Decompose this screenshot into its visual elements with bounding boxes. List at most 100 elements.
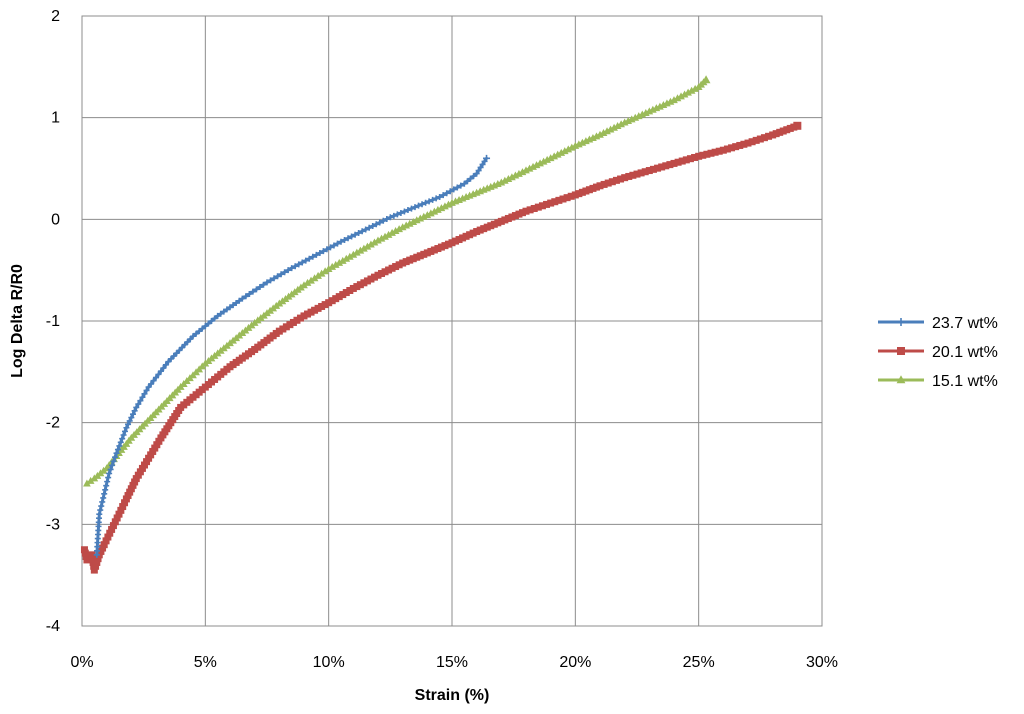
data-point <box>112 454 119 461</box>
data-point <box>476 226 484 234</box>
data-point <box>285 267 292 274</box>
data-point <box>302 257 309 264</box>
data-point <box>511 212 519 220</box>
data-point <box>466 231 474 239</box>
data-point <box>376 219 383 226</box>
data-point <box>335 258 344 266</box>
data-point <box>765 132 773 140</box>
data-point <box>355 229 362 236</box>
data-point <box>125 421 132 428</box>
data-point <box>401 208 408 215</box>
data-point <box>629 171 637 179</box>
data-point <box>275 327 283 335</box>
data-point <box>367 240 375 248</box>
data-point <box>385 266 393 274</box>
data-point <box>353 283 361 291</box>
data-point <box>462 232 470 240</box>
data-point <box>563 194 571 202</box>
data-point <box>100 541 108 549</box>
data-point <box>92 562 100 570</box>
data-point <box>108 525 116 533</box>
data-point <box>321 267 329 275</box>
data-point <box>220 308 227 315</box>
data-point <box>719 146 727 154</box>
x-tick-label: 15% <box>436 654 468 671</box>
data-point <box>94 555 102 563</box>
data-point <box>324 264 333 272</box>
data-point <box>102 486 109 493</box>
data-point <box>543 200 551 208</box>
data-point <box>349 284 357 292</box>
data-point <box>487 222 495 230</box>
legend-item: 23.7 wt% <box>878 315 998 332</box>
data-point <box>196 328 203 335</box>
data-point <box>327 244 334 251</box>
data-point <box>99 498 106 505</box>
data-point <box>450 186 457 193</box>
data-point <box>740 140 748 148</box>
data-point <box>281 269 288 276</box>
data-point <box>381 232 389 240</box>
data-point <box>377 234 386 242</box>
data-point <box>89 558 97 566</box>
data-point <box>120 432 127 439</box>
data-point <box>578 188 586 196</box>
data-point <box>111 518 119 526</box>
data-point <box>399 259 407 267</box>
y-tick-label: -4 <box>46 618 60 635</box>
data-point <box>370 273 378 281</box>
data-point <box>267 277 274 284</box>
data-point <box>423 249 431 257</box>
data-point <box>249 288 256 295</box>
data-point <box>608 178 616 186</box>
data-point <box>467 175 474 182</box>
data-point <box>306 255 313 262</box>
data-point <box>897 318 905 326</box>
data-point <box>278 271 285 278</box>
data-point <box>325 299 333 307</box>
data-point <box>522 207 530 215</box>
data-point <box>444 240 452 248</box>
data-point <box>314 304 322 312</box>
data-point <box>494 219 502 227</box>
data-point <box>473 228 481 236</box>
data-point <box>353 248 361 256</box>
data-point <box>732 143 740 151</box>
data-point <box>402 258 410 266</box>
data-point <box>369 223 376 230</box>
data-point <box>666 161 674 169</box>
data-point <box>123 424 130 431</box>
data-point <box>419 201 426 208</box>
data-point <box>408 205 415 212</box>
data-point <box>394 211 401 218</box>
data-point <box>530 204 538 212</box>
data-point <box>264 279 270 286</box>
data-point <box>395 225 403 233</box>
data-point <box>217 310 224 317</box>
data-point <box>378 270 386 278</box>
data-point <box>680 90 689 98</box>
data-point <box>395 261 403 269</box>
series-2 <box>80 121 802 574</box>
data-point <box>311 306 319 314</box>
data-point <box>518 209 526 217</box>
data-point <box>504 214 512 222</box>
data-point <box>434 245 442 253</box>
data-point <box>366 224 373 231</box>
data-point <box>121 428 128 435</box>
data-point <box>256 284 263 291</box>
data-point <box>480 225 488 233</box>
x-tick-label: 30% <box>806 654 838 671</box>
data-point <box>320 248 327 255</box>
data-point <box>199 325 206 332</box>
data-point <box>223 306 230 313</box>
data-point <box>772 130 780 138</box>
data-point <box>116 442 123 449</box>
series-1 <box>93 154 491 558</box>
data-point <box>380 217 387 224</box>
data-point <box>155 371 162 378</box>
data-point <box>728 144 736 152</box>
series-layer <box>80 75 802 574</box>
data-point <box>686 155 694 163</box>
data-point <box>233 299 240 306</box>
